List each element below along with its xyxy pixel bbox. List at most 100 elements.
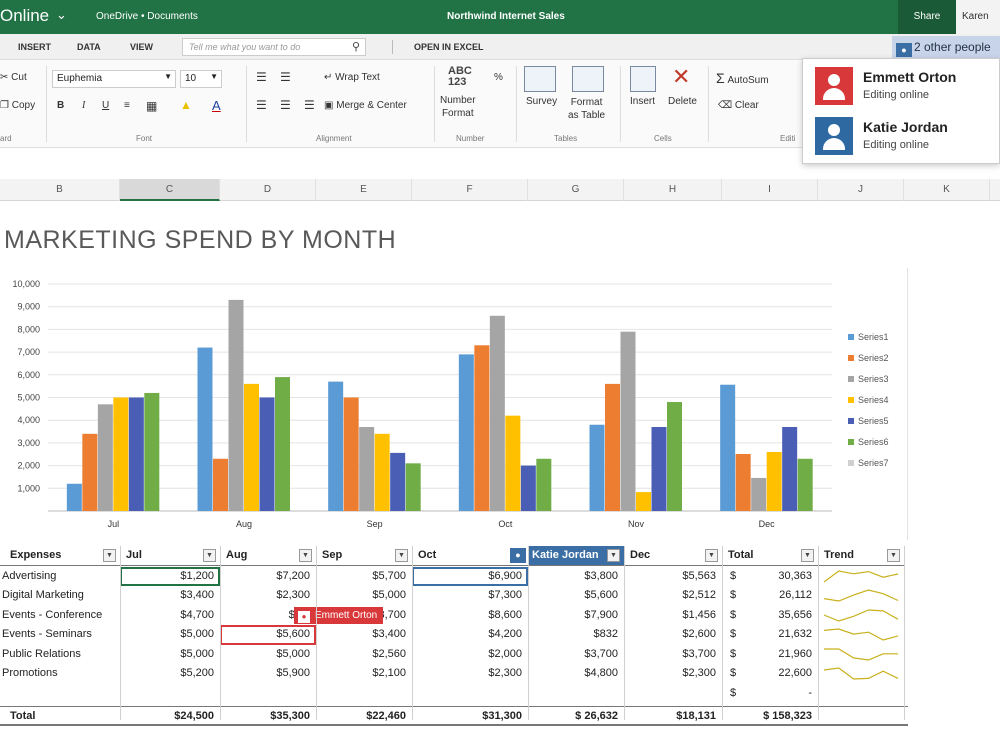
table-cell[interactable]: $5,000 [180, 628, 214, 640]
bar-series4-jul[interactable] [113, 397, 129, 512]
bar-series1-oct[interactable] [458, 354, 474, 511]
total-cell[interactable]: 35,656 [778, 608, 812, 621]
bar-series3-oct[interactable] [489, 315, 505, 511]
format-as-table-button[interactable]: Format as Table [568, 97, 606, 121]
row-label[interactable]: Promotions [2, 667, 58, 679]
bar-series2-sep[interactable] [343, 397, 359, 512]
total-cell[interactable]: 22,600 [778, 667, 812, 679]
column-header-k[interactable]: K [904, 179, 990, 201]
cut-button[interactable]: ✂ Cut [0, 72, 27, 83]
column-header-oct[interactable]: Oct [412, 546, 528, 566]
table-cell[interactable] [528, 684, 624, 704]
bar-series3-aug[interactable] [228, 299, 244, 511]
bar-series6-jul[interactable] [144, 392, 160, 511]
breadcrumb[interactable]: OneDrive • Documents [96, 11, 198, 22]
bar-series4-oct[interactable] [505, 415, 521, 511]
table-cell[interactable] [120, 684, 220, 704]
italic-icon[interactable]: I [82, 100, 86, 111]
table-cell[interactable]: $7,300 [488, 589, 522, 601]
align-left-icon[interactable]: ☰ [256, 98, 267, 112]
collaborator-emmett[interactable]: Emmett Orton Editing online [815, 67, 1000, 107]
bar-series5-dec[interactable] [782, 427, 798, 511]
table-cell[interactable]: $5,200 [180, 667, 214, 679]
column-header-expenses[interactable]: Expenses [0, 546, 120, 566]
bar-series5-sep[interactable] [390, 452, 406, 511]
bar-series4-dec[interactable] [766, 451, 782, 511]
percent-icon[interactable]: % [494, 72, 503, 83]
table-cell[interactable]: $5,000 [372, 589, 406, 601]
align-middle-icon[interactable]: ☰ [280, 70, 291, 84]
merge-center-button[interactable]: ▣ Merge & Center [324, 100, 407, 111]
bar-series6-dec[interactable] [797, 458, 813, 511]
table-cell[interactable]: $2,600 [682, 628, 716, 640]
trend-sparkline[interactable] [818, 645, 904, 665]
table-cell[interactable]: $7,900 [584, 608, 618, 621]
table-cell[interactable]: $3,800 [584, 569, 618, 582]
column-header-f[interactable]: F [412, 179, 528, 201]
tab-view[interactable]: VIEW [130, 42, 154, 52]
column-header-sep[interactable]: Sep [316, 546, 412, 566]
bar-series3-nov[interactable] [620, 331, 636, 511]
bar-series2-aug[interactable] [213, 458, 228, 511]
column-header-katie-jordan[interactable]: Katie Jordan [528, 546, 624, 566]
column-header-j[interactable]: J [818, 179, 904, 201]
row-label[interactable]: Events - Seminars [2, 628, 92, 640]
row-label[interactable]: Events - Conference [2, 608, 103, 621]
column-header-h[interactable]: H [624, 179, 722, 201]
copy-button[interactable]: ❐ Copy [0, 100, 35, 111]
wrap-text-button[interactable]: ↵ Wrap Text [324, 72, 380, 83]
other-people-button[interactable]: ● 2 other people [892, 36, 1000, 58]
bold-icon[interactable]: B [57, 100, 65, 111]
table-cell[interactable]: $4,700 [180, 608, 214, 621]
column-header-g[interactable]: G [528, 179, 624, 201]
table-cell[interactable]: $2,300 [488, 667, 522, 679]
table-cell[interactable]: $2,512 [682, 589, 716, 601]
filter-dropdown-icon[interactable]: ▼ [299, 549, 312, 562]
total-cell[interactable]: $35,300 [270, 710, 310, 722]
trend-sparkline[interactable] [818, 625, 904, 645]
bar-series5-oct[interactable] [520, 465, 536, 511]
borders-icon[interactable]: ▦ [146, 99, 158, 113]
bar-series5-aug[interactable] [259, 397, 275, 512]
table-cell[interactable]: $5,000 [276, 647, 310, 660]
table-cell[interactable]: $5,563 [682, 569, 716, 582]
bar-series6-nov[interactable] [667, 402, 682, 511]
filter-dropdown-icon[interactable]: ▼ [395, 549, 408, 562]
bar-series1-jul[interactable] [66, 483, 82, 511]
bar-series2-nov[interactable] [605, 383, 620, 511]
column-header-b[interactable]: B [0, 179, 120, 201]
row-label[interactable]: Digital Marketing [2, 589, 84, 601]
table-cell[interactable]: $2,000 [488, 647, 522, 660]
tell-me-box[interactable]: Tell me what you want to do ⚲ [182, 38, 366, 56]
total-cell[interactable]: $24,500 [174, 710, 214, 722]
table-cell[interactable]: $2,300 [276, 589, 310, 601]
align-right-icon[interactable]: ☰ [304, 98, 315, 112]
table-cell[interactable]: $5,600 [276, 628, 310, 640]
table-cell[interactable] [220, 684, 316, 704]
total-cell[interactable]: $22,460 [366, 710, 406, 722]
table-cell[interactable]: $2,100 [372, 667, 406, 679]
row-label[interactable]: Advertising [2, 569, 57, 582]
share-button[interactable]: Share [898, 0, 956, 34]
insert-cells-button[interactable]: Insert [630, 96, 656, 107]
bar-series1-dec[interactable] [720, 384, 736, 511]
bar-series1-aug[interactable] [197, 347, 213, 511]
table-cell[interactable]: $1,200 [180, 569, 214, 582]
total-cell[interactable]: 21,960 [778, 647, 812, 660]
font-size-select[interactable]: 10 ▼ [180, 70, 222, 88]
row-label[interactable]: Public Relations [2, 647, 81, 660]
trend-sparkline[interactable] [818, 567, 904, 587]
bar-series4-nov[interactable] [636, 492, 651, 511]
column-header-total[interactable]: Total [722, 546, 818, 566]
table-cell[interactable]: $3,700 [682, 647, 716, 660]
trend-sparkline[interactable] [818, 606, 904, 626]
fill-color-icon[interactable]: ▲ [180, 98, 192, 112]
underline-icon[interactable]: U [102, 100, 110, 111]
table-cell[interactable]: $3,700 [584, 647, 618, 660]
clear-button[interactable]: ⌫ Clear [718, 100, 759, 111]
user-account[interactable]: Karen [956, 0, 1000, 34]
bar-series5-nov[interactable] [651, 427, 667, 511]
filter-dropdown-icon[interactable]: ▼ [801, 549, 814, 562]
bar-series2-oct[interactable] [474, 345, 490, 511]
total-cell[interactable]: $18,131 [676, 710, 716, 722]
